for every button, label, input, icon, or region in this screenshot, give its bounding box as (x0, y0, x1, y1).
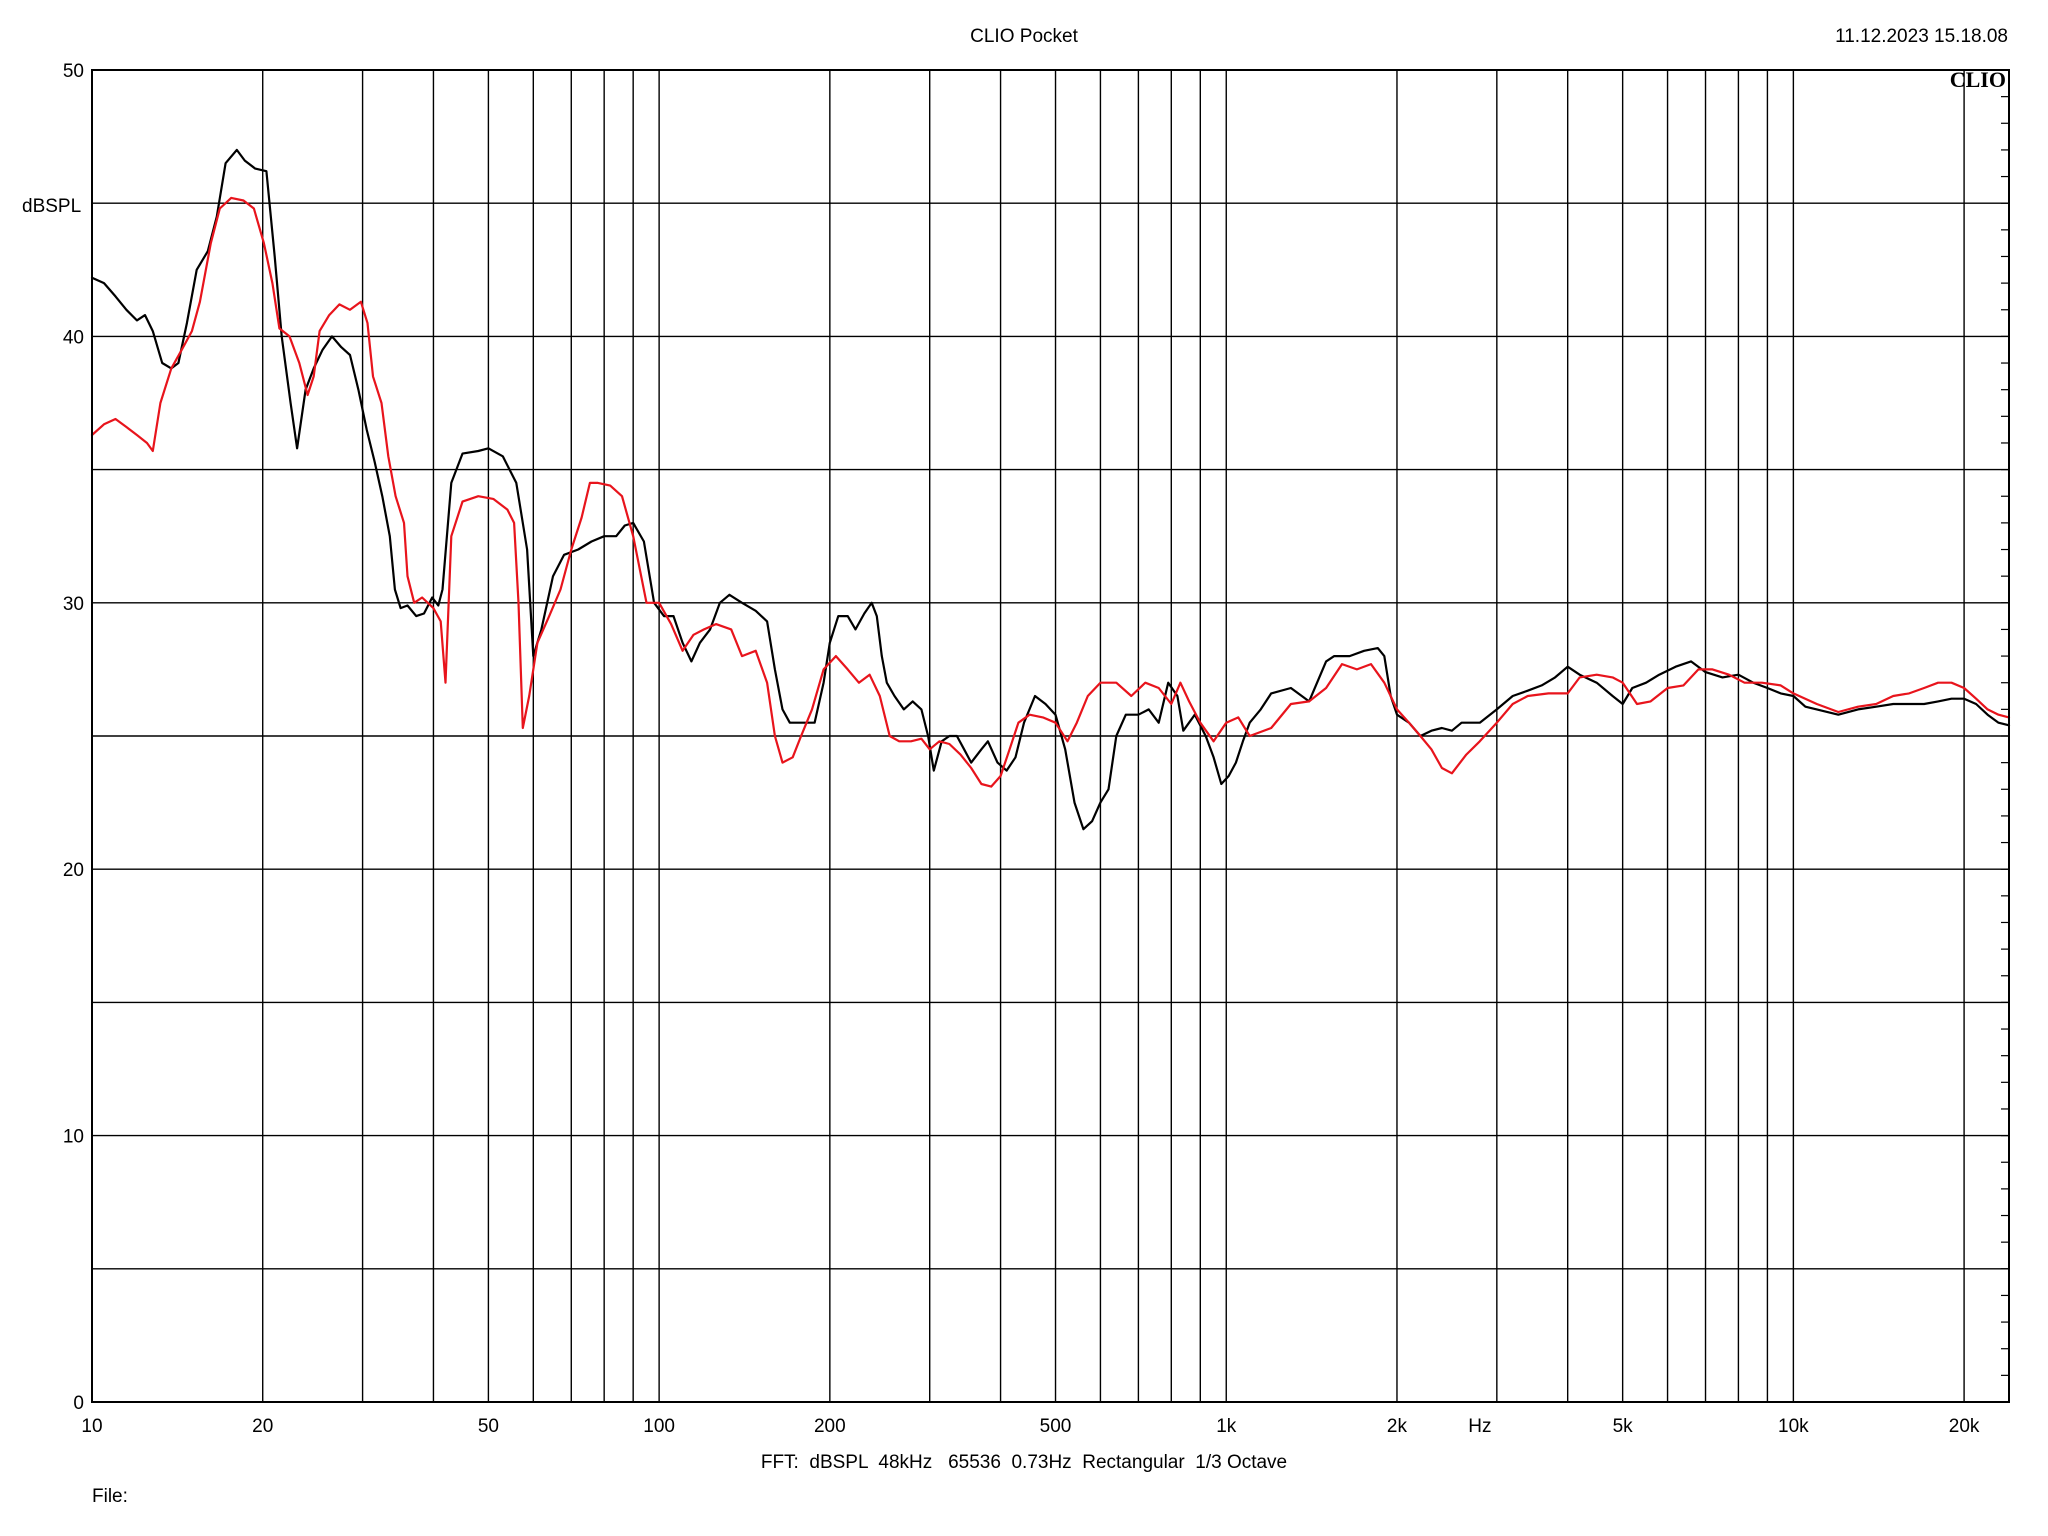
series-layer (90, 148, 2011, 831)
x-tick-label: 50 (478, 1416, 499, 1437)
x-tick-label: 100 (643, 1416, 675, 1437)
x-tick-label: 200 (814, 1416, 846, 1437)
x-tick-labels: 10 20 50 100 200 500 1k 2k 5k 10k 20k Hz (81, 1416, 1979, 1437)
y-tick-label: 10 (63, 1127, 84, 1148)
x-tick-label: 10 (81, 1416, 102, 1437)
y-tick-label: 30 (63, 594, 84, 615)
x-tick-label: 500 (1040, 1416, 1072, 1437)
grid (92, 70, 2009, 1402)
x-tick-label: 5k (1613, 1416, 1634, 1437)
fft-info: FFT: dBSPL 48kHz 65536 0.73Hz Rectangula… (761, 1452, 1287, 1473)
x-tick-label: 1k (1216, 1416, 1237, 1437)
x-tick-label: 10k (1778, 1416, 1809, 1437)
file-label: File: (92, 1486, 128, 1507)
x-tick-label: 2k (1387, 1416, 1408, 1437)
plot-border (91, 69, 2010, 1403)
x-unit-label: Hz (1468, 1416, 1491, 1437)
y-tick-label: 50 (63, 61, 84, 82)
y-axis-label: dBSPL (22, 196, 81, 217)
timestamp: 11.12.2023 15.18.08 (1835, 26, 2008, 47)
chart-title: CLIO Pocket (970, 26, 1078, 47)
series-line-black (90, 148, 2011, 831)
x-tick-label: 20k (1949, 1416, 1980, 1437)
clio-logo: CLIO (1950, 67, 2006, 92)
series-line-red (90, 196, 2011, 788)
y-tick-labels: 0 10 20 30 40 50 (63, 61, 84, 1414)
y-tick-label: 40 (63, 327, 84, 348)
y-tick-label: 20 (63, 860, 84, 881)
x-tick-label: 20 (252, 1416, 273, 1437)
y-tick-label: 0 (73, 1393, 84, 1414)
